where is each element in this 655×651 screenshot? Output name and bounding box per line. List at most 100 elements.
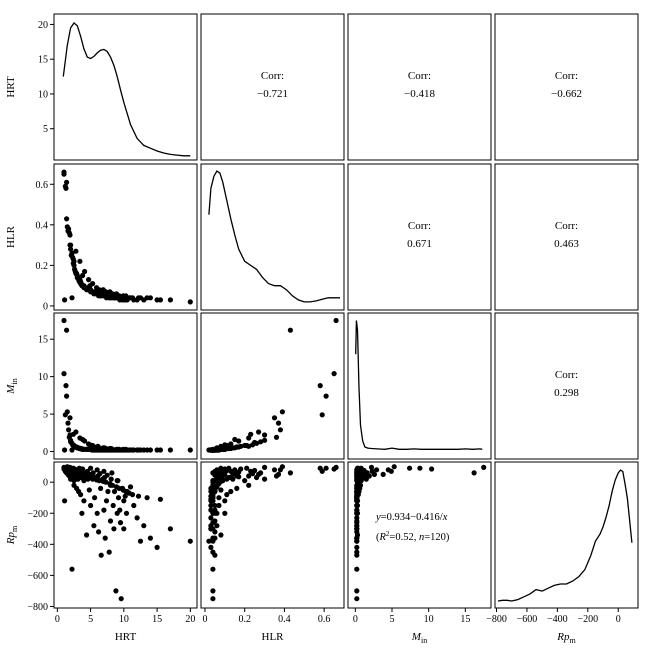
data-point [210, 510, 216, 516]
data-point [96, 478, 102, 484]
x-axis-title-rpm: Rpm [556, 631, 576, 645]
data-point [115, 293, 121, 299]
panel-min-min [347, 312, 492, 460]
data-point [236, 469, 242, 475]
data-point [218, 487, 224, 493]
y-tick-label: 0 [43, 478, 48, 489]
scatter-rpm-vs-hlr [206, 464, 339, 602]
data-point [277, 427, 283, 433]
y-tick-label: 0.6 [36, 180, 49, 191]
data-point [70, 256, 76, 262]
x-tick-label: 5 [390, 614, 395, 625]
data-point [106, 549, 112, 555]
data-point [354, 515, 360, 521]
data-point [108, 291, 114, 297]
data-point [331, 466, 337, 472]
x-tick-label: 20 [185, 614, 195, 625]
x-tick-label: 0 [616, 614, 621, 625]
data-point [88, 502, 94, 509]
y-tick-label: 0 [43, 301, 48, 312]
data-point [429, 466, 435, 472]
x-tick-label: −600 [517, 614, 538, 625]
corr-value: 0.671 [407, 238, 432, 250]
data-point [157, 297, 163, 303]
data-point [111, 526, 117, 532]
data-point [111, 488, 118, 495]
data-point [80, 436, 86, 443]
corr-label: Corr: [408, 220, 431, 232]
data-point [129, 447, 136, 453]
data-point [98, 485, 104, 491]
data-point [248, 468, 254, 474]
y-tick-label: 5 [43, 410, 48, 421]
panel-hrt-rpm [494, 13, 639, 161]
y-tick-label: 0.4 [36, 220, 49, 231]
panel-rpm-min [347, 461, 492, 609]
data-point [222, 471, 228, 477]
y-tick-label: 15 [38, 55, 48, 66]
panel-hrt-hrt [53, 13, 198, 161]
panel-hrt-hlr [200, 13, 345, 161]
corr-label: Corr: [555, 70, 578, 82]
data-point [212, 502, 218, 509]
data-point [64, 393, 70, 399]
data-point [61, 317, 67, 324]
x-tick-label: −200 [577, 614, 598, 625]
data-point [167, 526, 173, 532]
y-axis-title-rpm: Rpm [5, 525, 19, 545]
data-point [262, 437, 268, 443]
x-tick-label: 15 [152, 614, 162, 625]
data-point [82, 474, 88, 480]
data-point [80, 470, 86, 476]
data-point [369, 468, 375, 474]
data-point [187, 447, 193, 453]
data-point [62, 447, 68, 453]
y-axis-hlr: 0 0.2 0.4 0.6 HLR [5, 180, 54, 312]
data-point [317, 383, 323, 389]
corr-value: −0.721 [257, 88, 288, 100]
corr-value: 0.463 [554, 238, 579, 250]
fit-stats: (R2=0.52, n=120) [376, 530, 450, 543]
data-point [110, 502, 116, 509]
data-point [380, 471, 386, 477]
data-point [101, 474, 108, 481]
data-point [101, 507, 107, 513]
corr-label: Corr: [555, 220, 578, 232]
data-point [210, 596, 216, 602]
data-point [262, 432, 268, 438]
data-point [354, 549, 360, 555]
x-tick-label: −400 [547, 614, 568, 625]
data-point [354, 544, 360, 551]
data-point [246, 473, 252, 479]
data-point [287, 470, 293, 476]
data-point [84, 532, 90, 538]
data-point [277, 467, 283, 473]
data-point [61, 371, 67, 377]
data-point [234, 485, 240, 491]
data-point [246, 482, 252, 488]
data-point [157, 496, 163, 502]
data-point [228, 441, 234, 447]
data-point [208, 515, 214, 521]
data-point [63, 383, 69, 389]
data-point [254, 440, 260, 446]
data-point [407, 465, 413, 471]
y-axis-min: 0 5 10 15 Min [5, 335, 54, 458]
data-point [256, 471, 262, 477]
corr-cell-hlr-rpm: Corr: 0.463 [554, 220, 579, 250]
data-point [319, 412, 325, 418]
data-point [78, 492, 84, 498]
data-point [333, 317, 339, 324]
data-point [244, 465, 250, 471]
panel-min-hrt [53, 312, 198, 460]
data-point [123, 510, 130, 516]
x-tick-label: 5 [88, 614, 93, 625]
data-point [77, 258, 83, 264]
data-point [141, 523, 147, 529]
data-point [103, 479, 109, 485]
data-point [208, 526, 214, 532]
panel-hlr-rpm [494, 163, 639, 311]
data-point [228, 474, 234, 481]
data-point [115, 478, 121, 484]
